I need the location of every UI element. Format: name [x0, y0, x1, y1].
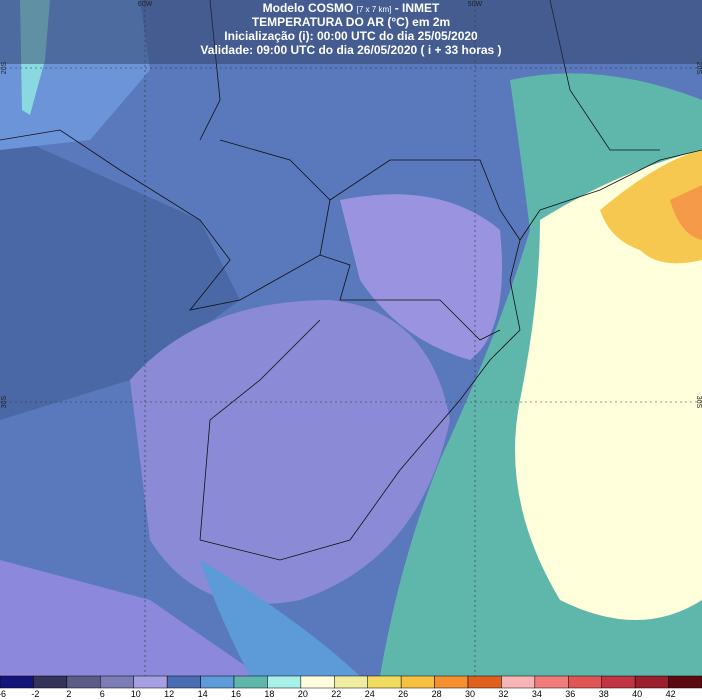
colorbar-swatch: [634, 675, 669, 689]
colorbar-label: 14: [198, 689, 208, 699]
colorbar-swatch: [501, 675, 536, 689]
colorbar-swatch: [66, 675, 101, 689]
colorbar-swatch: [534, 675, 569, 689]
colorbar-swatch: [367, 675, 402, 689]
colorbar-label: 36: [565, 689, 575, 699]
colorbar-swatch: [334, 675, 368, 689]
temperature-field: [0, 0, 702, 676]
lat-label: 20S: [1, 61, 8, 74]
lon-label: 60W: [138, 1, 153, 8]
colorbar-label: 10: [131, 689, 141, 699]
title-line-1: Modelo COSMO [7 x 7 km] - INMET: [263, 1, 440, 15]
colorbar-swatch: [300, 675, 335, 689]
colorbar-swatch: [0, 675, 34, 689]
colorbar-label: 28: [432, 689, 442, 699]
colorbar-swatch: [400, 675, 435, 689]
colorbar-swatch: [434, 675, 469, 689]
colorbar-swatch: [267, 675, 302, 689]
colorbar-label: 6: [100, 689, 105, 699]
colorbar-label: 20: [298, 689, 308, 699]
colorbar-label: 24: [365, 689, 375, 699]
lat-label: 20S: [695, 62, 702, 75]
init-time: Inicialização (i): 00:00 UTC do dia 25/0…: [224, 29, 478, 43]
colorbar-label: 32: [498, 689, 508, 699]
colorbar-swatch: [200, 675, 235, 689]
colorbar-swatch: [133, 675, 168, 689]
colorbar-label: 16: [231, 689, 241, 699]
colorbar-swatch: [568, 675, 602, 689]
colorbar-swatch: [668, 675, 702, 689]
lon-label: 50W: [468, 1, 483, 8]
colorbar-label: 22: [331, 689, 341, 699]
colorbar-label: 30: [465, 689, 475, 699]
lat-label: 30S: [695, 396, 702, 409]
colorbar-label: 18: [264, 689, 274, 699]
colorbar-label: 34: [532, 689, 542, 699]
colorbar-label: 26: [398, 689, 408, 699]
colorbar-label: -2: [31, 689, 39, 699]
colorbar-label: 38: [599, 689, 609, 699]
colorbar-label: -6: [0, 689, 6, 699]
colorbar-label: 12: [164, 689, 174, 699]
colorbar-label: 40: [632, 689, 642, 699]
colorbar-swatch: [33, 675, 68, 689]
colorbar-swatch: [100, 675, 134, 689]
valid-time: Validade: 09:00 UTC do dia 26/05/2020 ( …: [200, 43, 501, 57]
colorbar-label: 2: [66, 689, 71, 699]
colorbar-swatch: [166, 675, 201, 689]
colorbar-swatch: [601, 675, 636, 689]
variable-title: TEMPERATURA DO AR (°C) em 2m: [252, 15, 450, 29]
colorbar-label: 42: [666, 689, 676, 699]
colorbar-swatch: [467, 675, 502, 689]
lat-label: 30S: [1, 395, 8, 408]
colorbar-swatch: [233, 675, 268, 689]
